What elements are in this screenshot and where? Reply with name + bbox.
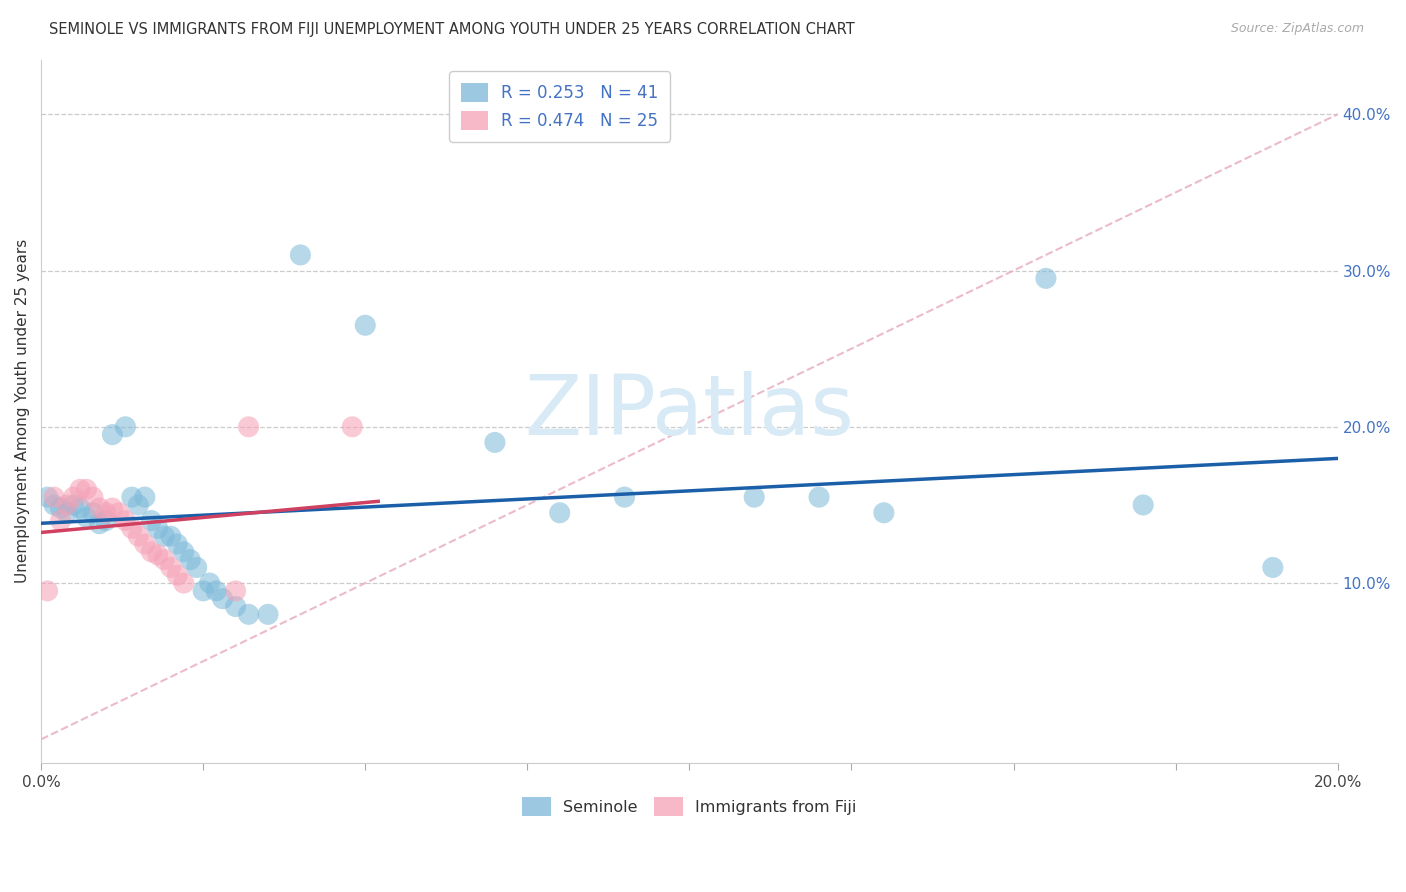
Point xyxy=(342,419,364,434)
Point xyxy=(94,514,117,528)
Point xyxy=(166,568,188,582)
Point xyxy=(873,506,896,520)
Point xyxy=(159,560,181,574)
Point xyxy=(134,537,156,551)
Point xyxy=(141,514,163,528)
Point xyxy=(37,490,59,504)
Point xyxy=(49,501,72,516)
Point xyxy=(69,501,91,516)
Point xyxy=(49,514,72,528)
Point xyxy=(238,419,260,434)
Point xyxy=(808,490,831,504)
Point xyxy=(76,510,98,524)
Point xyxy=(290,248,312,262)
Point xyxy=(153,529,176,543)
Point xyxy=(1261,560,1284,574)
Point xyxy=(134,490,156,504)
Point xyxy=(173,576,195,591)
Point xyxy=(56,498,79,512)
Text: ZIPatlas: ZIPatlas xyxy=(524,371,855,451)
Point xyxy=(101,501,124,516)
Point xyxy=(42,498,65,512)
Text: Source: ZipAtlas.com: Source: ZipAtlas.com xyxy=(1230,22,1364,36)
Point xyxy=(121,490,143,504)
Point xyxy=(238,607,260,622)
Legend: Seminole, Immigrants from Fiji: Seminole, Immigrants from Fiji xyxy=(512,788,866,825)
Point xyxy=(166,537,188,551)
Point xyxy=(37,583,59,598)
Point xyxy=(146,548,169,562)
Point xyxy=(101,427,124,442)
Point xyxy=(94,506,117,520)
Point xyxy=(225,583,247,598)
Point xyxy=(186,560,208,574)
Point xyxy=(42,490,65,504)
Point xyxy=(225,599,247,614)
Point xyxy=(193,583,215,598)
Point xyxy=(146,521,169,535)
Point xyxy=(211,591,233,606)
Point xyxy=(1035,271,1057,285)
Point xyxy=(141,545,163,559)
Text: SEMINOLE VS IMMIGRANTS FROM FIJI UNEMPLOYMENT AMONG YOUTH UNDER 25 YEARS CORRELA: SEMINOLE VS IMMIGRANTS FROM FIJI UNEMPLO… xyxy=(49,22,855,37)
Point xyxy=(1132,498,1154,512)
Y-axis label: Unemployment Among Youth under 25 years: Unemployment Among Youth under 25 years xyxy=(15,239,30,583)
Point xyxy=(548,506,571,520)
Point xyxy=(613,490,636,504)
Point xyxy=(114,419,136,434)
Point xyxy=(76,483,98,497)
Point xyxy=(179,552,201,566)
Point xyxy=(114,514,136,528)
Point xyxy=(69,483,91,497)
Point xyxy=(742,490,765,504)
Point xyxy=(159,529,181,543)
Point xyxy=(82,506,104,520)
Point xyxy=(484,435,506,450)
Point xyxy=(153,552,176,566)
Point xyxy=(205,583,228,598)
Point xyxy=(121,521,143,535)
Point xyxy=(62,498,84,512)
Point xyxy=(89,501,111,516)
Point xyxy=(257,607,280,622)
Point xyxy=(62,490,84,504)
Point xyxy=(198,576,221,591)
Point xyxy=(354,318,377,333)
Point xyxy=(127,498,149,512)
Point xyxy=(108,506,131,520)
Point xyxy=(173,545,195,559)
Point xyxy=(127,529,149,543)
Point xyxy=(56,506,79,520)
Point xyxy=(89,516,111,531)
Point xyxy=(82,490,104,504)
